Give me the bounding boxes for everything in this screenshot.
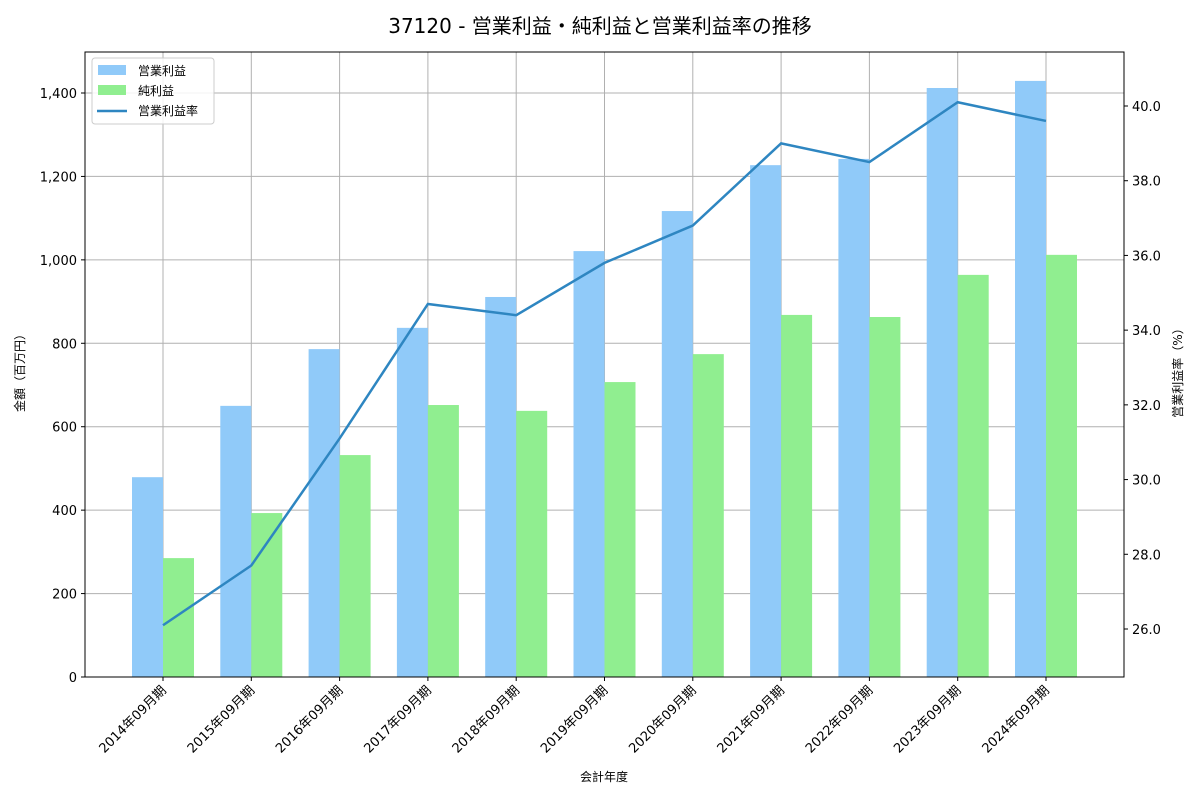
bar-operating-profit xyxy=(838,158,870,677)
left-y-axis: 0 200 400 600 800 1,000 1,200 1,400 xyxy=(40,87,85,686)
legend-swatch-net-profit xyxy=(98,85,126,95)
bar-series xyxy=(132,80,1077,678)
bar-net-profit xyxy=(516,410,548,677)
bar-net-profit xyxy=(869,317,901,677)
legend-swatch-operating-profit xyxy=(98,65,126,75)
bar-operating-profit xyxy=(220,405,252,677)
y2-tick-label: 30.0 xyxy=(1132,474,1161,489)
bar-operating-profit xyxy=(1015,80,1046,678)
x-tick-label: 2023年09月期 xyxy=(891,683,964,756)
legend-label: 営業利益 xyxy=(138,64,186,78)
y-tick-label: 1,200 xyxy=(40,170,77,185)
bar-operating-profit xyxy=(308,349,340,677)
y2-tick-label: 28.0 xyxy=(1132,548,1161,563)
chart-title: 37120 - 営業利益・純利益と営業利益率の推移 xyxy=(388,14,812,38)
y2-tick-label: 36.0 xyxy=(1132,249,1161,264)
y2-axis-label: 営業利益率（%） xyxy=(1170,322,1185,417)
y2-tick-label: 34.0 xyxy=(1132,324,1161,339)
x-tick-label: 2022年09月期 xyxy=(803,683,876,756)
bar-operating-profit xyxy=(132,477,163,677)
bar-net-profit xyxy=(781,314,813,677)
bar-operating-profit xyxy=(750,165,782,677)
x-tick-label: 2014年09月期 xyxy=(97,683,170,756)
bar-net-profit xyxy=(427,405,459,677)
bar-net-profit xyxy=(339,455,371,677)
y-tick-label: 600 xyxy=(52,421,77,436)
x-tick-label: 2020年09月期 xyxy=(626,683,699,756)
x-tick-label: 2016年09月期 xyxy=(273,683,346,756)
right-y-axis: 26.0 28.0 30.0 32.0 34.0 36.0 38.0 40.0 xyxy=(1124,100,1161,638)
x-tick-label: 2019年09月期 xyxy=(538,683,611,756)
bar-operating-profit xyxy=(573,251,605,677)
bar-net-profit xyxy=(692,354,724,677)
legend-label: 営業利益率 xyxy=(138,103,198,118)
bar-operating-profit xyxy=(661,211,693,677)
y-tick-label: 200 xyxy=(52,588,77,603)
x-axis: 2014年09月期 2015年09月期 2016年09月期 2017年09月期 2018… xyxy=(97,677,1053,757)
x-tick-label: 2024年09月期 xyxy=(980,683,1053,756)
y-tick-label: 1,400 xyxy=(40,87,77,102)
x-tick-label: 2021年09月期 xyxy=(715,683,788,756)
bar-net-profit xyxy=(1046,254,1077,677)
x-axis-label: 会計年度 xyxy=(580,769,628,784)
y2-tick-label: 32.0 xyxy=(1132,399,1161,414)
y2-tick-label: 40.0 xyxy=(1132,100,1161,115)
y2-tick-label: 26.0 xyxy=(1132,623,1161,638)
y2-tick-label: 38.0 xyxy=(1132,175,1161,190)
y-tick-label: 400 xyxy=(52,504,77,519)
x-tick-label: 2015年09月期 xyxy=(185,683,258,756)
y-tick-label: 0 xyxy=(69,671,77,686)
bar-net-profit xyxy=(957,274,989,677)
y-tick-label: 800 xyxy=(52,337,77,352)
bar-net-profit xyxy=(163,558,194,677)
y-axis-label: 金額（百万円） xyxy=(12,328,27,412)
y-tick-label: 1,000 xyxy=(40,254,77,269)
x-tick-label: 2018年09月期 xyxy=(450,683,523,756)
x-tick-label: 2017年09月期 xyxy=(361,683,434,756)
bar-operating-profit xyxy=(396,327,428,677)
bar-net-profit xyxy=(251,513,283,677)
line-operating-margin xyxy=(162,100,1047,627)
legend-label: 純利益 xyxy=(138,84,174,98)
bar-net-profit xyxy=(604,382,636,677)
bar-operating-profit xyxy=(926,87,958,678)
line-series xyxy=(162,100,1047,627)
bar-operating-profit xyxy=(485,296,517,677)
